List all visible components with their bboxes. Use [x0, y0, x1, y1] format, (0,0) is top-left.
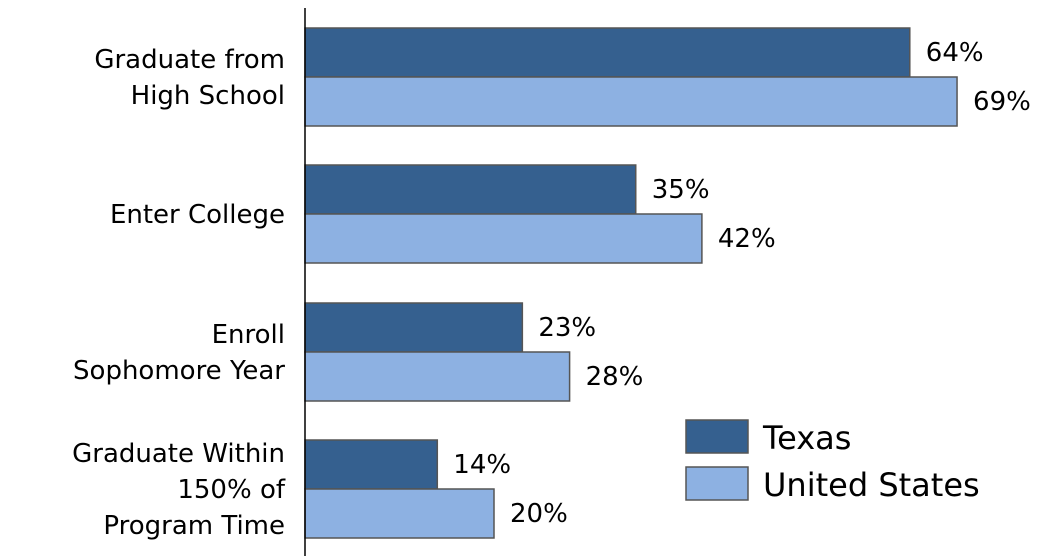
data-label-united-states-0: 69% — [973, 87, 1031, 117]
bar-texas-1 — [304, 164, 637, 215]
bar-united-states-2 — [304, 351, 571, 402]
data-label-texas-3: 14% — [453, 450, 511, 480]
legend-label-texas: Texas — [762, 419, 851, 457]
category-label-3: Graduate Within 150% of Program Time — [72, 439, 286, 541]
data-label-united-states-2: 28% — [586, 362, 644, 392]
legend: Texas United States — [685, 419, 980, 504]
category-label-0: Graduate from High School — [94, 45, 285, 111]
data-label-united-states-1: 42% — [718, 224, 776, 254]
bar-united-states-1 — [304, 213, 703, 264]
data-label-texas-0: 64% — [926, 38, 984, 68]
data-label-texas-1: 35% — [652, 175, 710, 205]
bar-texas-0 — [304, 27, 911, 78]
data-label-texas-2: 23% — [538, 313, 596, 343]
bars-group — [304, 27, 958, 539]
legend-swatch-united-states — [685, 466, 749, 501]
bar-united-states-0 — [304, 76, 958, 127]
bar-texas-2 — [304, 302, 524, 353]
data-labels-group: 64% 69% 35% 42% 23% 28% 14% 20% — [453, 38, 1031, 529]
bar-texas-3 — [304, 439, 439, 490]
category-label-1: Enter College — [110, 200, 285, 230]
category-labels-group: Graduate from High School Enter College Enr… — [72, 45, 286, 541]
category-label-2: Enroll Sophomore Year — [73, 320, 285, 386]
legend-label-united-states: United States — [763, 466, 980, 504]
bar-united-states-3 — [304, 488, 495, 539]
data-label-united-states-3: 20% — [510, 499, 568, 529]
legend-swatch-texas — [685, 419, 749, 454]
